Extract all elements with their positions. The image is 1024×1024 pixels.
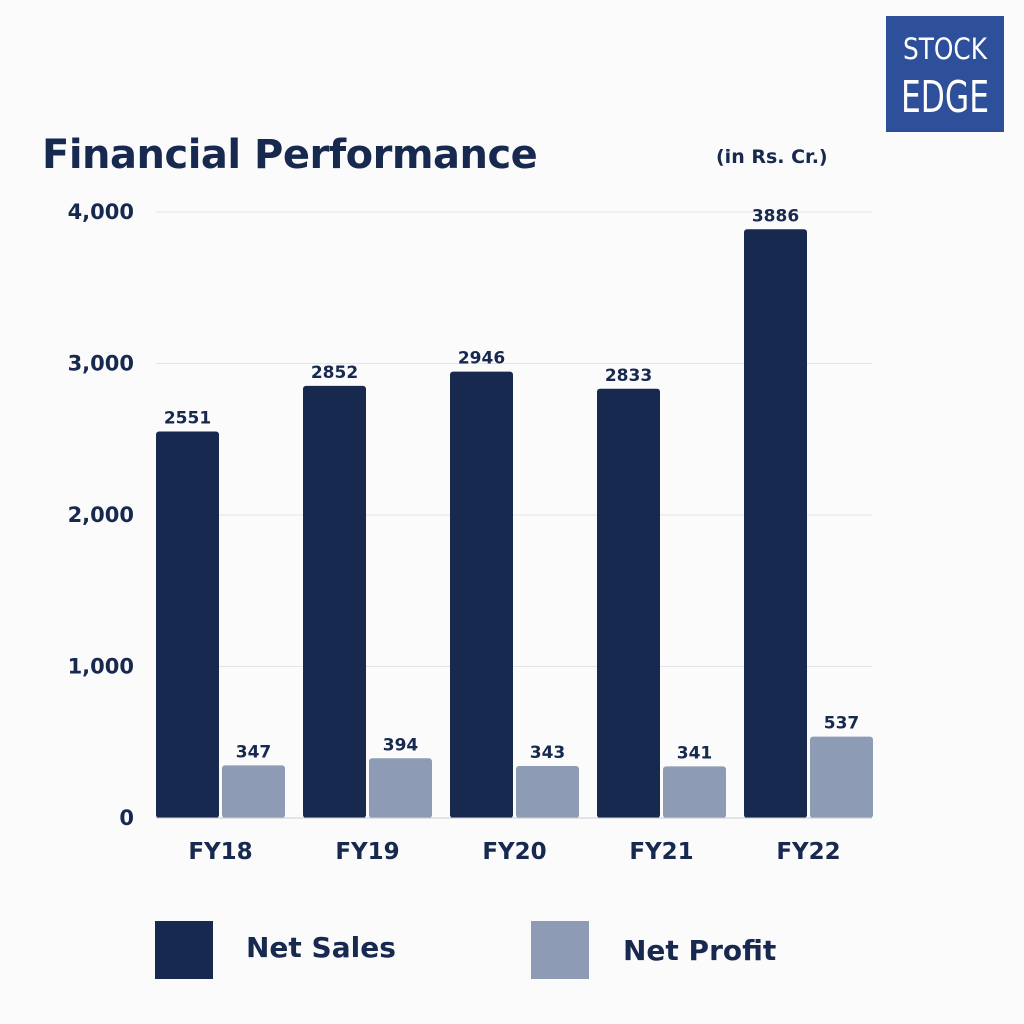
bar-net-sales <box>450 371 513 818</box>
x-tick-label: FY20 <box>482 839 546 865</box>
data-label: 341 <box>677 743 713 763</box>
data-label: 2946 <box>458 349 505 369</box>
y-tick-label: 1,000 <box>68 655 134 679</box>
bar-net-profit <box>663 766 726 818</box>
y-tick-label: 4,000 <box>68 200 134 224</box>
y-tick-label: 0 <box>119 806 134 830</box>
y-tick-label: 3,000 <box>68 352 134 376</box>
stockedge-logo: STOCK EDGE <box>886 16 1004 132</box>
data-label: 2852 <box>311 363 358 383</box>
bar-net-sales <box>303 385 366 818</box>
data-label: 343 <box>530 743 566 763</box>
logo-text-stock: STOCK <box>903 32 988 66</box>
data-label: 2833 <box>605 366 652 386</box>
legend-swatch-net-profit <box>531 921 589 979</box>
data-label: 3886 <box>752 206 799 226</box>
logo-text-edge: EDGE <box>901 72 989 123</box>
bar-net-sales <box>597 388 660 818</box>
x-tick-label: FY22 <box>776 839 840 865</box>
bar-net-sales <box>744 229 807 818</box>
data-label: 537 <box>824 714 860 734</box>
legend-label-net-profit: Net Profit <box>623 934 777 967</box>
unit-label: (in Rs. Cr.) <box>716 146 828 168</box>
legend-label-net-sales: Net Sales <box>246 931 396 964</box>
data-label: 347 <box>236 742 272 762</box>
x-tick-label: FY18 <box>188 839 252 865</box>
bar-net-profit <box>369 758 432 818</box>
data-label: 2551 <box>164 409 211 429</box>
x-tick-label: FY19 <box>335 839 399 865</box>
x-tick-label: FY21 <box>629 839 693 865</box>
y-tick-label: 2,000 <box>68 503 134 527</box>
bar-net-profit <box>222 765 285 818</box>
bar-net-profit <box>516 766 579 818</box>
legend-swatch-net-sales <box>155 921 213 979</box>
data-label: 394 <box>383 735 419 755</box>
stockedge-logo-mark: STOCK EDGE <box>901 32 989 123</box>
bar-net-profit <box>810 736 873 818</box>
bar-net-sales <box>156 431 219 818</box>
chart-title: Financial Performance <box>42 132 538 178</box>
